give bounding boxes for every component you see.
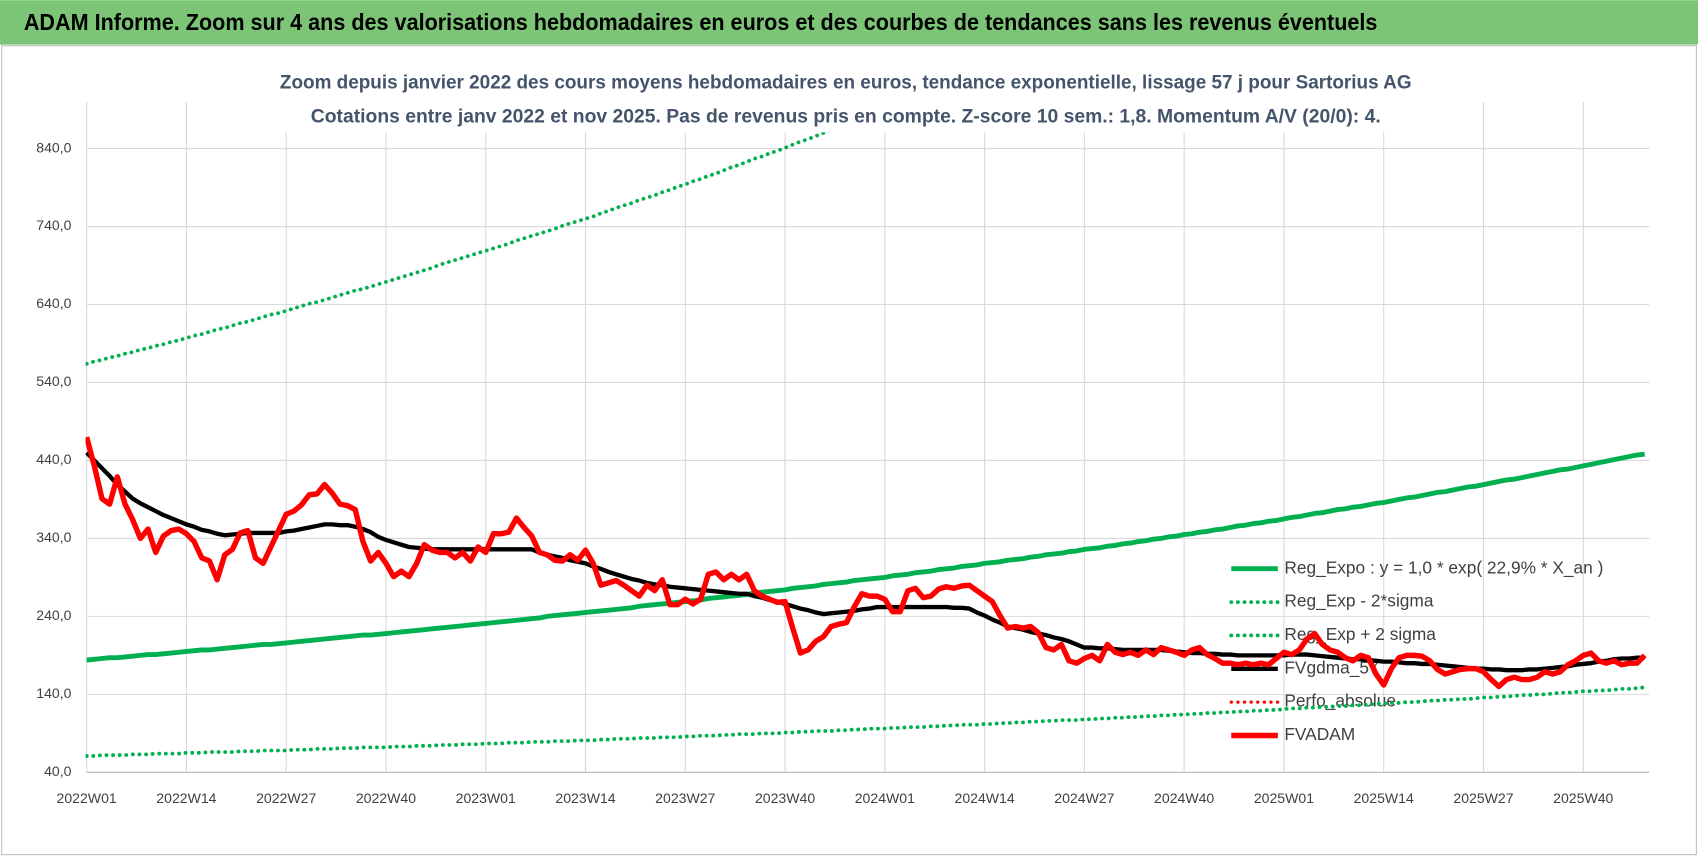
- y-tick-label: 740,0: [36, 217, 71, 233]
- title-box: [270, 63, 1419, 133]
- legend-label: Reg_Exp - 2*sigma: [1284, 591, 1434, 611]
- y-tick-label: 140,0: [36, 685, 71, 701]
- header-bar: [0, 0, 1698, 45]
- x-tick-label: 2024W27: [1054, 790, 1114, 806]
- y-tick-label: 40,0: [44, 763, 72, 779]
- x-tick-label: 2024W14: [955, 790, 1015, 806]
- x-tick-label: 2025W14: [1354, 790, 1414, 806]
- x-tick-label: 2022W40: [356, 790, 416, 806]
- legend-label: Reg_Exp + 2 sigma: [1284, 624, 1436, 644]
- y-tick-label: 840,0: [36, 139, 71, 155]
- legend-label: Reg_Expo : y = 1,0 * exp( 22,9% * X_an ): [1284, 557, 1603, 577]
- header-title: ADAM Informe. Zoom sur 4 ans des valoris…: [24, 9, 1378, 35]
- x-tick-label: 2025W01: [1254, 790, 1314, 806]
- grid: 40,0 140,0 240,0 340,0 440,0 540,0 640,0 740,0 8…: [36, 101, 1650, 806]
- x-tick-label: 2022W14: [156, 790, 216, 806]
- y-tick-label: 240,0: [36, 607, 71, 623]
- x-tick-label: 2025W27: [1453, 790, 1513, 806]
- x-tick-label: 2023W40: [755, 790, 815, 806]
- x-tick-label: 2025W40: [1553, 790, 1613, 806]
- chart-subtitle: Cotations entre janv 2022 et nov 2025. P…: [311, 105, 1381, 127]
- series-line: [85, 451, 1645, 673]
- series-line: [85, 436, 1647, 690]
- x-tick-label: 2024W01: [855, 790, 915, 806]
- y-tick-label: 340,0: [36, 529, 71, 545]
- x-tick-label: 2023W27: [655, 790, 715, 806]
- y-tick-label: 640,0: [36, 295, 71, 311]
- x-tick-label: 2023W01: [456, 790, 516, 806]
- x-tick-label: 2024W40: [1154, 790, 1214, 806]
- series-line: [86, 451, 1645, 663]
- x-tick-label: 2022W27: [256, 790, 316, 806]
- y-tick-label: 540,0: [36, 373, 71, 389]
- legend-label: FVADAM: [1284, 724, 1355, 744]
- chart-title: Zoom depuis janvier 2022 des cours moyen…: [280, 72, 1412, 94]
- x-tick-label: 2023W14: [555, 790, 615, 806]
- y-tick-label: 440,0: [36, 451, 71, 467]
- x-tick-label: 2022W01: [57, 790, 117, 806]
- legend-label: Perfo_absolue: [1284, 691, 1396, 711]
- frame: [1, 45, 1697, 856]
- series-line: [85, 685, 1647, 758]
